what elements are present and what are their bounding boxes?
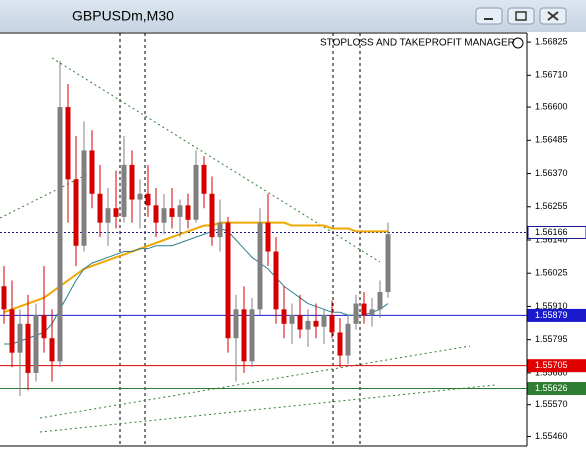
candle-body [153, 205, 159, 223]
candle-body [129, 164, 135, 200]
y-tick-label: 1.55460 [535, 431, 568, 441]
price-label: 1.56166 [535, 227, 568, 237]
candle-body [145, 193, 151, 206]
indicator-label: STOPLOSS AND TAKEPROFIT MANAGER [320, 38, 515, 49]
candle-body [177, 205, 183, 217]
candle-body [217, 222, 223, 238]
candle-body [49, 338, 55, 362]
window-title: GBPUSDm,M30 [72, 8, 174, 24]
window-buttons[interactable] [475, 7, 567, 25]
y-tick-label: 1.56600 [535, 101, 568, 111]
candle-body [73, 179, 79, 246]
candle-body [137, 193, 143, 200]
candle-body [9, 309, 15, 353]
candle-body [169, 208, 175, 217]
candle-body [329, 315, 335, 333]
candle-body [249, 309, 255, 362]
candle-body [121, 164, 127, 217]
candle-body [113, 208, 119, 217]
period-separators [119, 33, 361, 446]
candle-body [321, 315, 327, 327]
candle-body [281, 309, 287, 324]
candle-body [377, 292, 383, 310]
y-tick-label: 1.56485 [535, 135, 568, 145]
candle-body [1, 286, 7, 310]
candle-body [41, 315, 47, 339]
candle-body [385, 234, 391, 293]
price-label-box [527, 308, 586, 322]
candle-body [185, 205, 191, 220]
candle-body [233, 309, 239, 339]
y-tick-label: 1.56825 [535, 36, 568, 46]
candle-body [97, 193, 103, 223]
price-label: 1.55705 [535, 360, 568, 370]
y-tick-label: 1.55795 [535, 334, 568, 344]
candle-body [257, 222, 263, 310]
y-tick-label: 1.55570 [535, 399, 568, 409]
maximize-button[interactable] [507, 7, 535, 25]
candle-body [225, 222, 231, 339]
candle-body [313, 320, 319, 327]
candle-body [105, 208, 111, 223]
candle-body [265, 222, 271, 252]
price-label: 1.55879 [535, 310, 568, 320]
candle-body [33, 315, 39, 373]
candle-body [241, 309, 247, 362]
candle-body [297, 315, 303, 330]
candle-body [337, 332, 343, 356]
candle-body [273, 251, 279, 310]
minimize-button[interactable] [475, 7, 503, 25]
candle-body [209, 193, 215, 238]
candle-body [161, 208, 167, 223]
y-tick-label: 1.55680 [535, 367, 568, 377]
y-tick-label: 1.56710 [535, 70, 568, 80]
price-label-box [527, 359, 586, 373]
y-tick-label: 1.56255 [535, 201, 568, 211]
candle-body [57, 107, 63, 362]
y-tick-label: 1.56370 [535, 168, 568, 178]
candle-body [65, 107, 71, 180]
y-tick-label: 1.55910 [535, 301, 568, 311]
indicator-close[interactable] [512, 37, 524, 49]
price-label-box [527, 382, 586, 396]
candle-body [345, 323, 351, 356]
price-label: 1.55626 [535, 383, 568, 393]
moving-average [3, 221, 388, 314]
candle-body [193, 164, 199, 220]
candle-body [201, 164, 207, 194]
y-tick-label: 1.56140 [535, 234, 568, 244]
price-label-box [527, 225, 586, 239]
y-tick-label: 1.56025 [535, 268, 568, 278]
candle-body [361, 303, 367, 316]
candle-body [305, 320, 311, 330]
candle-body [369, 309, 375, 316]
candle-body [81, 150, 87, 246]
candle-body [89, 150, 95, 194]
candle-body [17, 323, 23, 353]
candle-body [289, 315, 295, 324]
candle-body [353, 303, 359, 324]
candle-body [25, 323, 31, 373]
